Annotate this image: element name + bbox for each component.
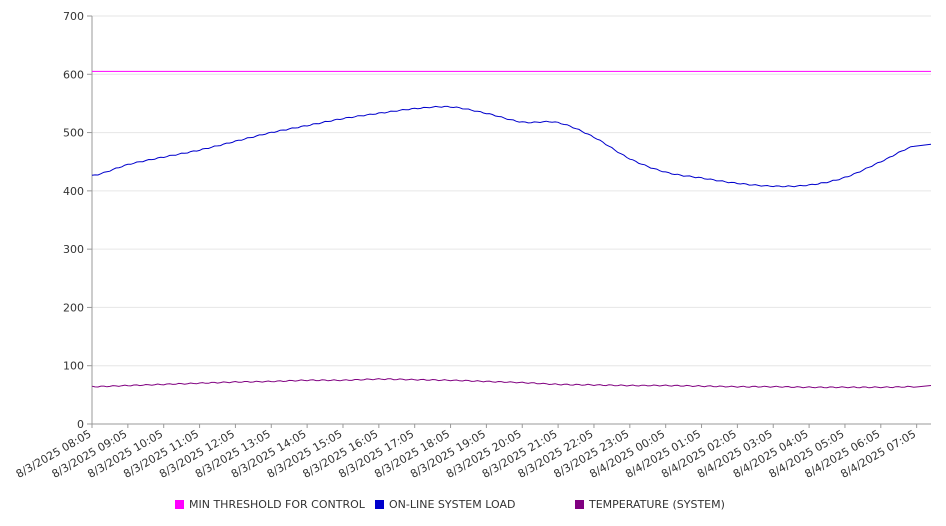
series-line bbox=[91, 105, 932, 188]
legend-swatch-system-load bbox=[375, 500, 384, 509]
legend-swatch-temperature bbox=[575, 500, 584, 509]
y-tick-label: 0 bbox=[77, 418, 84, 431]
y-tick-label: 300 bbox=[63, 243, 84, 256]
y-tick-label: 700 bbox=[63, 10, 84, 23]
y-tick-label: 400 bbox=[63, 185, 84, 198]
legend: MIN THRESHOLD FOR CONTROL ON-LINE SYSTEM… bbox=[0, 498, 946, 518]
y-tick-label: 600 bbox=[63, 68, 84, 81]
grid-lines bbox=[92, 15, 931, 425]
axes bbox=[91, 16, 931, 425]
y-axis-ticks: 0 100 200 300 400 500 600 700 bbox=[63, 10, 92, 431]
legend-item-temperature: TEMPERATURE (SYSTEM) bbox=[575, 498, 725, 511]
legend-swatch-min-threshold bbox=[175, 500, 184, 509]
y-tick-label: 200 bbox=[63, 301, 84, 314]
legend-label-system-load: ON-LINE SYSTEM LOAD bbox=[389, 498, 516, 511]
legend-label-temperature: TEMPERATURE (SYSTEM) bbox=[589, 498, 725, 511]
legend-item-system-load: ON-LINE SYSTEM LOAD bbox=[375, 498, 515, 511]
legend-item-min-threshold: MIN THRESHOLD FOR CONTROL bbox=[175, 498, 365, 511]
series-lines bbox=[91, 70, 932, 389]
x-axis-ticks: 8/3/2025 08:058/3/2025 09:058/3/2025 10:… bbox=[14, 424, 918, 481]
y-tick-label: 100 bbox=[63, 360, 84, 373]
legend-label-min-threshold: MIN THRESHOLD FOR CONTROL bbox=[189, 498, 365, 511]
series-line bbox=[91, 378, 932, 389]
y-tick-label: 500 bbox=[63, 127, 84, 140]
